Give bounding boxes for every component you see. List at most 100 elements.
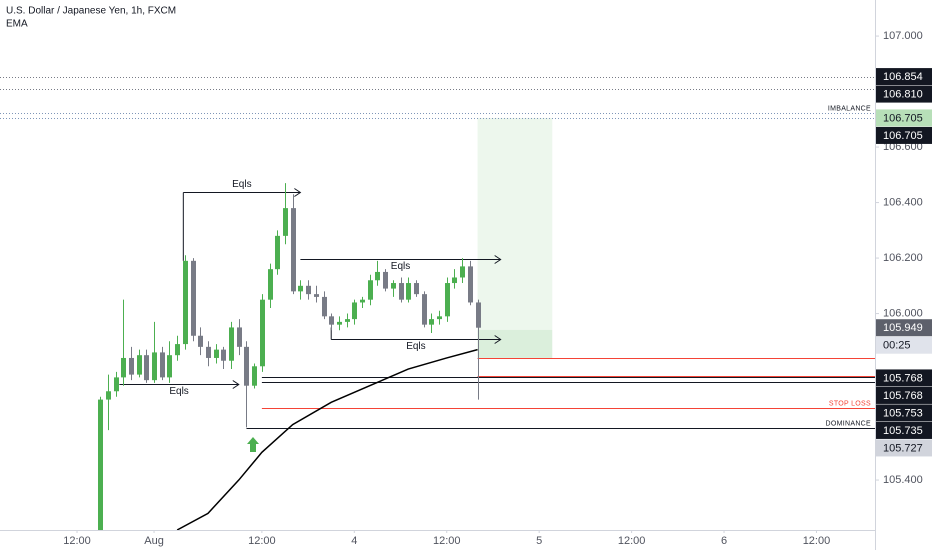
candle-body [137, 355, 142, 375]
x-tick-label: 4 [351, 535, 357, 547]
candle-body [98, 399, 103, 530]
candle-body [129, 357, 134, 375]
candle-body [237, 327, 242, 347]
candle-body [252, 366, 257, 386]
candle-body [437, 316, 442, 320]
candle-body [229, 327, 234, 361]
candle-body [183, 260, 188, 345]
countdown: 00:25 [883, 340, 911, 352]
price-tag [876, 421, 932, 439]
candle-body [275, 235, 280, 270]
y-tick-label: 105.400 [883, 474, 923, 486]
candle-body [144, 355, 149, 381]
candle-body [352, 302, 357, 320]
candle-body [476, 302, 481, 328]
price-tag-label: 105.753 [883, 407, 923, 419]
x-tick-label: Aug [144, 535, 164, 547]
candle-body [414, 283, 419, 295]
candle-body [360, 299, 365, 303]
candle-body [175, 344, 180, 356]
candle-body [429, 319, 434, 325]
candle-body [191, 260, 196, 336]
level-label: DOMINANCE [826, 420, 872, 427]
candle-body [283, 208, 288, 236]
x-tick-label: 12:00 [803, 535, 831, 547]
price-tag-label: 106.705 [883, 130, 923, 142]
price-tag [876, 369, 932, 387]
price-tag [876, 126, 932, 144]
candle-body [221, 349, 226, 361]
candle-body [375, 271, 380, 281]
annotation-arrowhead [232, 380, 240, 389]
candle-body [114, 377, 119, 392]
y-tick-label: 107.000 [883, 30, 923, 42]
y-tick-label: 106.200 [883, 252, 923, 264]
price-tag [876, 439, 932, 457]
candle-body [391, 283, 396, 289]
price-tag-label: 105.727 [883, 442, 923, 454]
x-tick-label: 12:00 [433, 535, 461, 547]
ema-line [176, 348, 478, 530]
candle-body [306, 285, 311, 295]
entry-zone [477, 329, 553, 358]
x-tick-label: 6 [721, 535, 727, 547]
candle-body [198, 335, 203, 347]
candle-body [167, 355, 172, 378]
candle-body [345, 319, 350, 322]
candle-body [152, 352, 157, 381]
candle-body [268, 269, 273, 300]
price-tag [876, 68, 932, 86]
price-tag [876, 319, 932, 337]
candle-body [383, 271, 388, 289]
candle-body [314, 294, 319, 297]
candle-body [106, 391, 111, 400]
chart-title: U.S. Dollar / Japanese Yen, 1h, FXCM [6, 6, 176, 17]
price-tag-label: 106.705 [883, 112, 923, 124]
candle-body [244, 346, 249, 386]
candle-body [322, 296, 327, 317]
annotation-text: Eqls [169, 386, 188, 397]
price-tag [876, 386, 932, 404]
annotation-arrowhead [494, 335, 502, 344]
plot-area [0, 77, 875, 530]
candle-body [298, 285, 303, 292]
target-zone [477, 117, 553, 330]
price-tag-label: 105.768 [883, 390, 923, 402]
candle-body [445, 283, 450, 317]
candle-body [368, 280, 373, 300]
candle-body [214, 349, 219, 358]
y-tick-label: 106.600 [883, 141, 923, 153]
x-tick-label: 5 [536, 535, 542, 547]
candle-body [468, 266, 473, 303]
candle-body [260, 299, 265, 367]
candle-body [422, 294, 427, 325]
candle-body [452, 277, 457, 284]
price-tag-label: 106.854 [883, 71, 923, 83]
y-tick-label: 106.000 [883, 307, 923, 319]
price-tag [876, 404, 932, 422]
annotation-text: Eqls [232, 179, 251, 190]
candle-body [291, 208, 296, 292]
price-tag-label: 105.735 [883, 425, 923, 437]
level-label: STOP LOSS [829, 400, 871, 407]
candle-body [121, 357, 126, 378]
annotation-arrowhead [494, 255, 502, 264]
annotation-text: Eqls [406, 341, 425, 352]
candle-body [160, 352, 165, 378]
price-tag-label: 105.768 [883, 372, 923, 384]
price-tag-label: 106.810 [883, 88, 923, 100]
price-tag-label: 105.949 [883, 322, 923, 334]
candle-body [399, 283, 404, 300]
buy-arrow [247, 437, 259, 452]
candle-body [206, 346, 211, 358]
y-tick-label: 106.400 [883, 196, 923, 208]
x-tick-label: 12:00 [248, 535, 276, 547]
price-tag [876, 85, 932, 103]
x-tick-label: 12:00 [618, 535, 646, 547]
candle-body [406, 283, 411, 300]
x-tick-label: 12:00 [63, 535, 91, 547]
annotation-text: Eqls [391, 261, 410, 272]
annotation-arrowhead [294, 188, 302, 197]
